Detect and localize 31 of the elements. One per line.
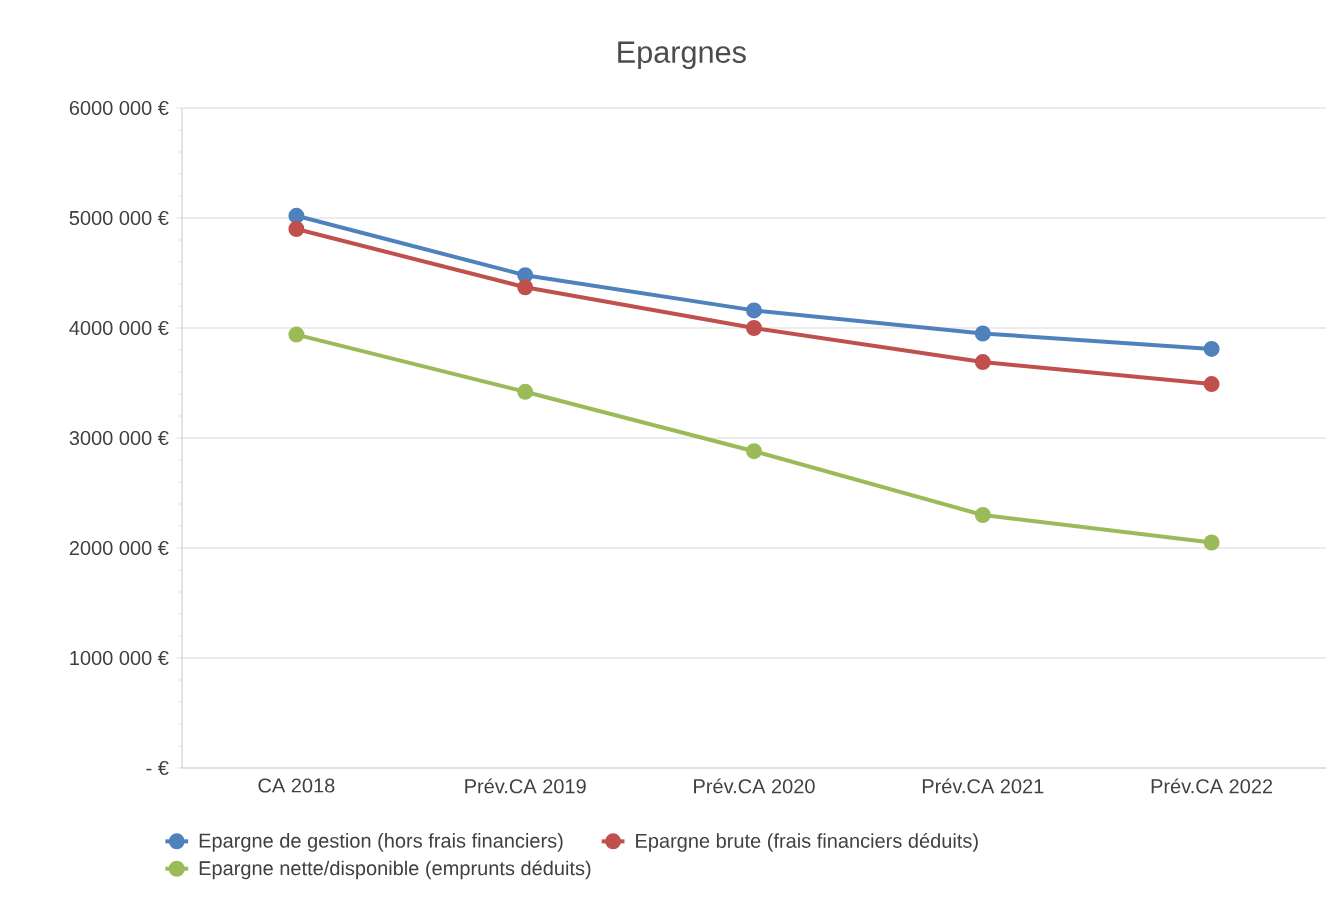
point (1203, 340, 1220, 357)
point (517, 383, 534, 400)
point (746, 302, 763, 319)
y-tick-label: 1000 000 € (70, 650, 169, 666)
point (746, 320, 763, 336)
y-tick-label: - € (146, 760, 169, 776)
x-tick-label: Prév.CA 2019 (465, 778, 586, 794)
x-tick-label: Prév.CA 2022 (1151, 778, 1273, 794)
point (746, 443, 763, 460)
y-tick-label: 6000 000 € (69, 100, 169, 116)
y-tick-label: 5000 000 € (69, 210, 169, 226)
x-tick-label: Prév.CA 2021 (922, 778, 1044, 794)
x-tick-label: Prév.CA 2020 (694, 778, 815, 794)
point (288, 221, 305, 237)
point (974, 325, 991, 342)
point (288, 326, 305, 343)
point (974, 507, 991, 523)
point (288, 207, 305, 224)
y-tick-label: 4000 000 € (69, 320, 169, 336)
point (974, 354, 991, 371)
y-tick-label: 2000 000 € (69, 540, 169, 556)
point (517, 267, 534, 284)
chart-title: Epargnes (618, 41, 746, 70)
x-tick-label: CA 2018 (258, 778, 335, 793)
y-tick-label: 3000 000 € (69, 430, 169, 446)
legend-label: Epargne nette/disponible (emprunts déduits) (199, 860, 591, 880)
point (1203, 534, 1220, 551)
legend-label: Epargne brute (frais financiers déduits) (636, 833, 978, 852)
point (1203, 376, 1220, 393)
point (517, 279, 534, 296)
legend-label: Epargne de gestion (hors frais financiers) (199, 833, 563, 852)
